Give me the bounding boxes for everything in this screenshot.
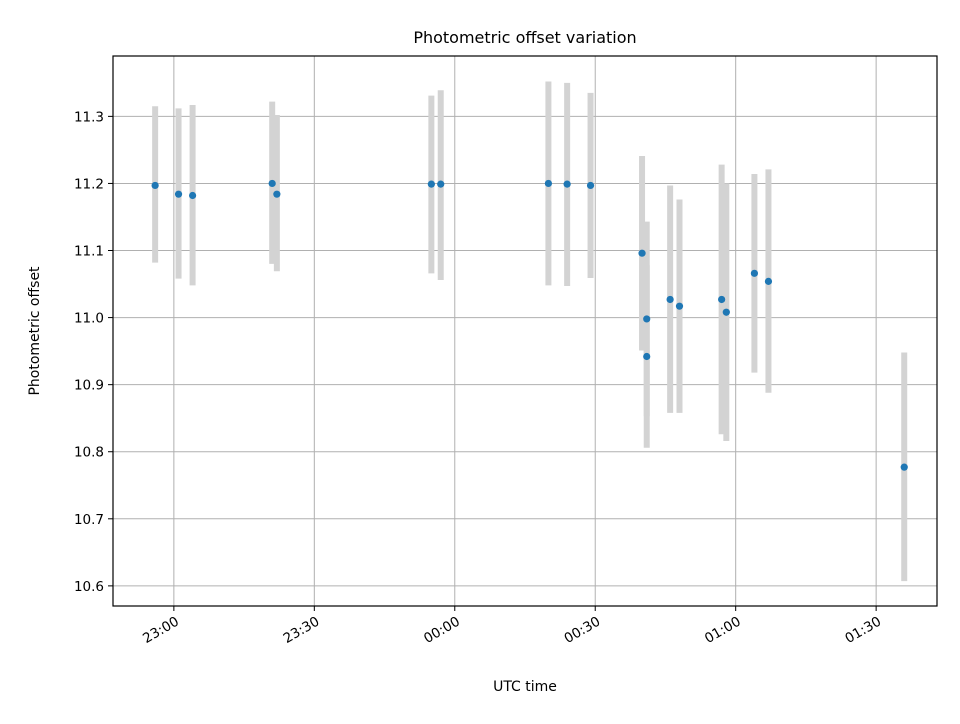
data-point <box>643 315 651 323</box>
data-point <box>437 180 445 188</box>
data-point <box>427 180 435 188</box>
data-point <box>544 179 553 188</box>
data-point <box>764 277 773 285</box>
data-point <box>638 249 646 257</box>
data-point <box>563 180 571 188</box>
data-point <box>174 190 183 198</box>
data-point <box>718 295 726 304</box>
y-axis-ticks: 10.6 10.7 10.8 10.9 11.0 11.1 11.2 11.3 <box>74 109 113 595</box>
data-point <box>268 179 276 188</box>
y-tick-label: 10.8 <box>74 445 104 461</box>
data-point <box>722 308 730 316</box>
y-tick-label: 11.2 <box>74 176 104 192</box>
y-tick-label: 11.3 <box>74 109 104 125</box>
data-points <box>151 179 908 471</box>
data-point <box>586 181 595 190</box>
data-point <box>750 269 759 277</box>
data-point <box>188 191 197 200</box>
y-tick-label: 10.7 <box>74 512 104 528</box>
data-point <box>675 302 684 310</box>
grid <box>113 56 937 606</box>
x-axis-label: UTC time <box>493 679 557 695</box>
data-point <box>666 295 674 304</box>
chart-title: Photometric offset variation <box>413 28 636 47</box>
y-tick-label: 10.6 <box>74 579 104 595</box>
data-point <box>273 190 281 198</box>
data-point <box>643 352 651 361</box>
y-axis-label: Photometric offset <box>27 266 43 396</box>
y-tick-label: 11.1 <box>74 244 104 260</box>
plot-frame <box>112 55 938 607</box>
y-tick-label: 10.9 <box>74 378 104 394</box>
y-tick-label: 11.0 <box>74 311 104 327</box>
data-point <box>151 181 159 190</box>
data-point <box>900 463 908 471</box>
